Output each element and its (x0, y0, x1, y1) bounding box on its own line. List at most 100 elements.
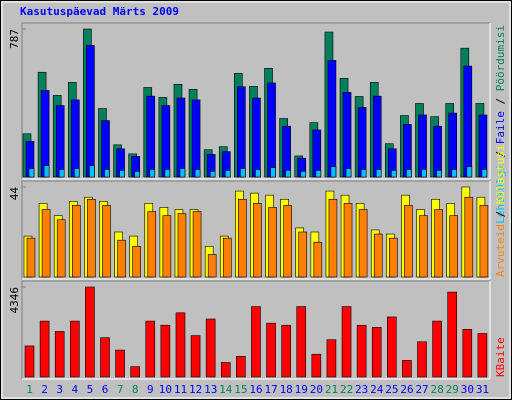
bar (43, 165, 50, 178)
bar (330, 166, 337, 178)
bar (134, 171, 140, 178)
bar (327, 60, 337, 178)
bar (432, 320, 442, 378)
bar (26, 237, 36, 278)
bar (418, 114, 427, 178)
bar (375, 169, 382, 178)
x-tick-label: 2 (41, 383, 48, 396)
bar (191, 99, 201, 178)
bar (342, 92, 352, 178)
bar (145, 320, 156, 378)
bar (236, 355, 246, 378)
x-tick-label: 9 (147, 383, 154, 396)
bar (176, 97, 186, 178)
bar (391, 170, 397, 178)
bar (328, 198, 338, 278)
bar (387, 316, 397, 378)
x-tick-label: 4 (72, 383, 79, 396)
bar (462, 329, 473, 378)
bar (24, 345, 35, 378)
bar (447, 291, 458, 378)
bar (132, 246, 141, 278)
bar (403, 124, 412, 178)
bar (40, 90, 50, 178)
x-tick-label: 16 (249, 383, 262, 396)
x-tick-label: 15 (234, 383, 247, 396)
y-tick-label: 4346 (8, 287, 21, 314)
bar (220, 362, 231, 378)
bar (237, 86, 246, 178)
bar (449, 215, 459, 278)
x-tick-label: 27 (415, 383, 428, 396)
x-tick-label: 26 (400, 383, 413, 396)
bar (161, 105, 171, 178)
bar (69, 320, 80, 378)
legend-separator: / (494, 144, 507, 164)
bar (357, 107, 367, 178)
bar (481, 169, 488, 178)
bar (296, 306, 307, 378)
bar (209, 171, 216, 178)
bar (205, 318, 216, 378)
bar (39, 320, 50, 378)
bar (266, 322, 276, 378)
bar (115, 349, 125, 378)
bar (285, 170, 291, 178)
x-tick-label: 30 (461, 383, 474, 396)
bar (479, 205, 489, 278)
bar (86, 45, 95, 178)
x-tick-label: 22 (340, 383, 353, 396)
bar (421, 169, 427, 178)
bar (283, 205, 292, 278)
legend-entry: Pöördumisi (494, 25, 507, 91)
bar (345, 168, 352, 178)
bar (238, 198, 247, 278)
bar (71, 205, 81, 278)
bar (343, 203, 353, 278)
x-tick-label: 1 (26, 383, 33, 396)
bar (373, 233, 383, 278)
bar (433, 125, 442, 178)
bar (130, 366, 140, 378)
legend-entry: Arvuteid (494, 224, 507, 277)
x-tick-label: 6 (102, 383, 109, 396)
bar (147, 211, 157, 278)
x-tick-label: 24 (370, 383, 384, 396)
x-tick-label: 10 (159, 383, 172, 396)
bar (451, 169, 458, 178)
bar (389, 237, 398, 278)
bar (371, 326, 382, 378)
bar (190, 335, 201, 378)
x-tick-label: 21 (325, 383, 338, 396)
x-tick-label: 18 (280, 383, 293, 396)
bar (149, 169, 156, 178)
bar (104, 169, 110, 178)
bar (282, 125, 291, 178)
bar (360, 169, 367, 178)
bar (255, 169, 261, 178)
bar (222, 237, 232, 278)
bar (270, 167, 276, 178)
bar (268, 207, 277, 278)
bar (70, 99, 80, 178)
bar (419, 215, 428, 278)
y-tick-label: 44 (8, 187, 21, 201)
bar (164, 169, 171, 178)
bar (87, 198, 96, 278)
bar (100, 337, 110, 378)
bar (175, 312, 186, 378)
bar (478, 114, 488, 178)
legend-entry: KBaite (494, 337, 507, 377)
bar (146, 95, 156, 178)
x-tick-label: 7 (117, 383, 124, 396)
bar (434, 209, 443, 278)
bar (192, 211, 202, 278)
bar (358, 209, 368, 278)
bar (300, 171, 307, 178)
bar (54, 331, 65, 378)
bar (315, 170, 322, 178)
x-tick-label: 20 (310, 383, 323, 396)
x-tick-label: 25 (385, 383, 398, 396)
